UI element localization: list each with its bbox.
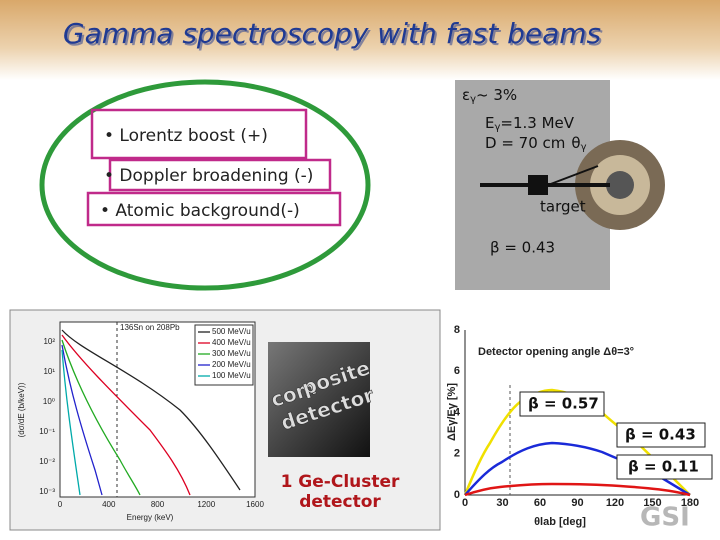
label-box: [519, 391, 605, 417]
y-label: (dσ/dE (b/keV)): [17, 382, 26, 437]
spectrum-curves: [61, 329, 241, 496]
bullet: • Atomic background(-): [100, 201, 300, 221]
tick-label: 800: [151, 500, 165, 509]
tick-label: 60: [534, 497, 546, 509]
legend-label: 200 MeV/u: [212, 360, 251, 369]
x-label: Energy (keV): [127, 513, 174, 522]
bullet: • Lorentz boost (+): [104, 126, 268, 146]
tick-label: 90: [571, 497, 583, 509]
x-label: θlab [deg]: [534, 516, 586, 528]
banner: [0, 0, 720, 80]
tick-label: 2: [454, 448, 460, 460]
tick-label: 30: [496, 497, 508, 509]
legend-label: 500 MeV/u: [212, 327, 251, 336]
beta: β = 0.43: [490, 239, 555, 257]
title: Gamma spectroscopy with fast beams: [63, 17, 601, 50]
beta-label: β = 0.43: [625, 426, 696, 444]
y-label: ΔEγ/Eγ [%]: [446, 383, 458, 441]
target-label: target: [540, 198, 586, 216]
box: [86, 191, 342, 227]
legend-lines: [198, 331, 210, 377]
energy: Eγ=1.3 MeV: [485, 114, 575, 134]
tick-label: 6: [454, 365, 460, 377]
distance: D = 70 cm θγ: [485, 134, 587, 154]
caption: detector: [299, 492, 381, 512]
tick-label: 8: [454, 324, 460, 336]
res-title: Detector opening angle Δθ=3°: [478, 346, 634, 358]
beta-label: β = 0.57: [528, 395, 599, 413]
tick-label: 180: [681, 497, 699, 509]
legend-label: 400 MeV/u: [212, 338, 251, 347]
tick-label: 120: [606, 497, 624, 509]
caption: 1 Ge-Cluster: [281, 472, 400, 492]
label-box: [616, 454, 713, 480]
logo: GSI: [640, 503, 690, 533]
legend-label: 300 MeV/u: [212, 349, 251, 358]
tick-label: 1600: [246, 500, 264, 509]
ellipse: [39, 79, 371, 291]
legend-label: 100 MeV/u: [212, 371, 251, 380]
box: [108, 158, 332, 192]
tick-label: 0: [58, 500, 63, 509]
tick-label: 10⁻²: [39, 457, 55, 466]
efficiency: εγ~ 3%: [462, 86, 517, 106]
tick-label: 10¹: [43, 367, 55, 376]
tick-label: 10⁻³: [39, 487, 55, 496]
tick-label: 10⁻¹: [39, 427, 55, 436]
tick-label: 0: [454, 489, 460, 501]
bullet: • Doppler broadening (-): [104, 166, 313, 186]
detector-photo: [268, 342, 370, 457]
tick-label: 4: [454, 406, 461, 418]
box: [90, 108, 308, 160]
tick-label: 10²: [43, 337, 55, 346]
detector-sketch: [480, 140, 665, 230]
tick-label: 0: [462, 497, 468, 509]
legend: [194, 324, 254, 386]
tick-label: 400: [102, 500, 116, 509]
label-box: [616, 422, 706, 448]
title-shadow: Gamma spectroscopy with fast beams: [65, 19, 603, 52]
beta-label: β = 0.11: [628, 458, 699, 476]
tick-label: 1200: [197, 500, 215, 509]
tick-label: 150: [643, 497, 661, 509]
reaction: 136Sn on 208Pb: [120, 323, 180, 332]
tick-label: 10⁰: [43, 397, 55, 406]
